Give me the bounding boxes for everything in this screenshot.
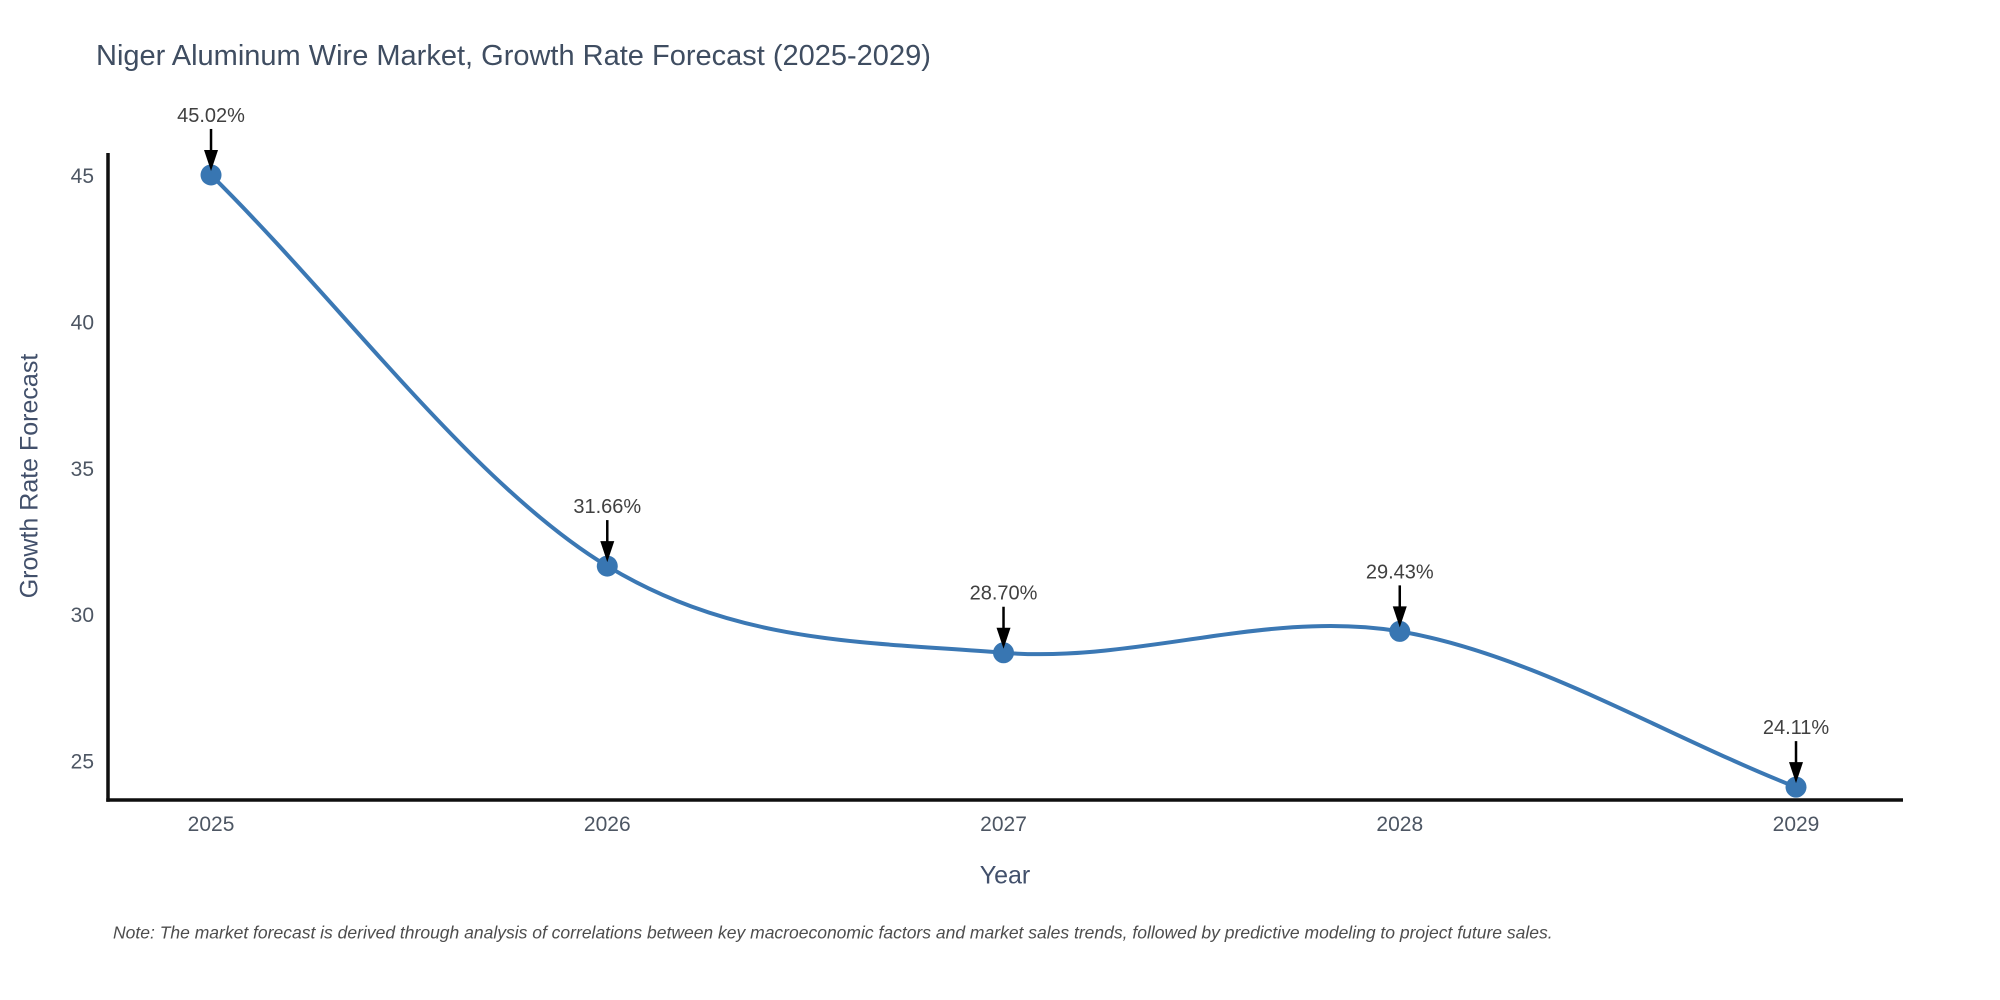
x-tick-label: 2027 <box>980 813 1027 836</box>
annotation-arrowhead-icon <box>1789 762 1804 784</box>
x-axis-title: Year <box>979 861 1031 890</box>
y-tick-label: 40 <box>71 311 94 334</box>
data-point-label: 29.43% <box>1366 561 1434 583</box>
data-point-marker-2026 <box>596 555 618 577</box>
data-point-marker-2028 <box>1389 620 1411 642</box>
chart-title: Niger Aluminum Wire Market, Growth Rate … <box>96 40 931 72</box>
data-point-label: 24.11% <box>1763 717 1830 739</box>
y-tick-label: 25 <box>71 751 94 774</box>
annotation-arrowhead-icon <box>1392 606 1407 628</box>
data-point-marker-2027 <box>993 642 1015 664</box>
data-point-label: 31.66% <box>573 496 641 518</box>
x-tick-label: 2026 <box>584 813 631 836</box>
annotation-arrowhead-icon <box>600 541 615 563</box>
y-tick-label: 45 <box>71 165 94 188</box>
x-tick-label: 2029 <box>1773 813 1820 836</box>
y-tick-label: 30 <box>71 604 94 627</box>
annotation-arrowhead-icon <box>996 627 1011 649</box>
forecast-line-series <box>209 172 1799 790</box>
data-point-marker-2025 <box>200 164 222 186</box>
y-tick-label: 35 <box>71 458 94 481</box>
annotation-arrowhead-icon <box>204 149 219 171</box>
data-point-label: 45.02% <box>177 105 245 127</box>
chart-note: Note: The market forecast is derived thr… <box>113 922 1553 943</box>
data-point-marker-2029 <box>1785 776 1807 798</box>
x-tick-label: 2025 <box>188 813 235 836</box>
x-tick-label: 2028 <box>1376 813 1423 836</box>
data-point-label: 28.70% <box>970 583 1038 605</box>
